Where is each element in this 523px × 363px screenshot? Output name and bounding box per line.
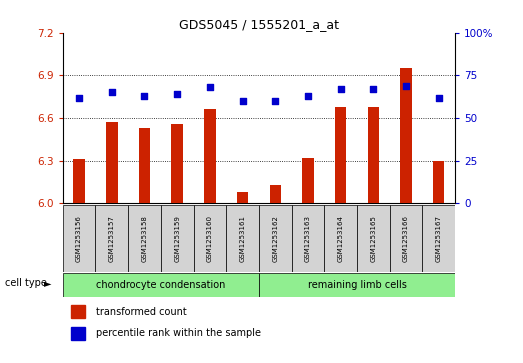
Bar <box>259 273 455 297</box>
Text: GSM1253159: GSM1253159 <box>174 215 180 262</box>
Point <box>369 86 378 92</box>
Bar <box>259 205 292 272</box>
Bar <box>302 158 314 203</box>
Text: GSM1253162: GSM1253162 <box>272 215 278 262</box>
Text: GSM1253163: GSM1253163 <box>305 215 311 262</box>
Text: GSM1253157: GSM1253157 <box>109 215 115 262</box>
Point <box>336 86 345 92</box>
Point <box>140 93 149 99</box>
Text: GSM1253158: GSM1253158 <box>142 215 147 262</box>
Bar <box>368 107 379 203</box>
Text: GSM1253167: GSM1253167 <box>436 215 441 262</box>
Bar <box>357 205 390 272</box>
Text: ►: ► <box>44 278 52 288</box>
Bar <box>128 205 161 272</box>
Text: GSM1253156: GSM1253156 <box>76 215 82 262</box>
Bar <box>71 305 85 318</box>
Bar <box>423 205 455 272</box>
Title: GDS5045 / 1555201_a_at: GDS5045 / 1555201_a_at <box>179 19 339 32</box>
Point <box>108 90 116 95</box>
Text: GSM1253164: GSM1253164 <box>338 215 344 262</box>
Bar <box>335 107 346 203</box>
Bar <box>400 68 412 203</box>
Bar <box>63 273 259 297</box>
Bar <box>292 205 324 272</box>
Bar <box>324 205 357 272</box>
Bar <box>139 128 150 203</box>
Bar <box>71 327 85 340</box>
Bar <box>269 185 281 203</box>
Point <box>402 83 410 89</box>
Point <box>238 98 247 104</box>
Point <box>304 93 312 99</box>
Text: remaining limb cells: remaining limb cells <box>308 280 406 290</box>
Point <box>271 98 279 104</box>
Text: GSM1253166: GSM1253166 <box>403 215 409 262</box>
Bar <box>194 205 226 272</box>
Bar <box>204 109 215 203</box>
Text: GSM1253165: GSM1253165 <box>370 215 376 262</box>
Text: cell type: cell type <box>5 278 47 288</box>
Bar <box>433 160 445 203</box>
Bar <box>226 205 259 272</box>
Bar <box>172 124 183 203</box>
Bar <box>73 159 85 203</box>
Point <box>75 95 83 101</box>
Point <box>173 91 181 97</box>
Text: GSM1253160: GSM1253160 <box>207 215 213 262</box>
Point <box>206 84 214 90</box>
Bar <box>95 205 128 272</box>
Point <box>435 95 443 101</box>
Bar <box>237 192 248 203</box>
Bar <box>63 205 95 272</box>
Bar <box>106 122 118 203</box>
Bar <box>161 205 194 272</box>
Text: percentile rank within the sample: percentile rank within the sample <box>96 328 262 338</box>
Text: chondrocyte condensation: chondrocyte condensation <box>96 280 225 290</box>
Text: transformed count: transformed count <box>96 307 187 317</box>
Bar <box>390 205 423 272</box>
Text: GSM1253161: GSM1253161 <box>240 215 245 262</box>
